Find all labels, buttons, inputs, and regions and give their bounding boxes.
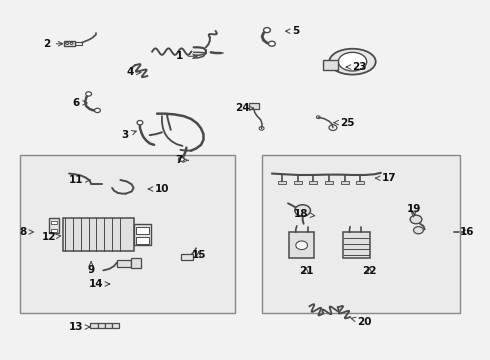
Bar — [136, 226, 149, 234]
Bar — [131, 258, 142, 268]
Ellipse shape — [329, 49, 376, 75]
Bar — [289, 232, 315, 258]
Bar — [64, 41, 75, 46]
Bar — [50, 229, 57, 231]
Text: 19: 19 — [406, 204, 421, 217]
Text: 7: 7 — [175, 155, 188, 165]
Bar — [105, 323, 112, 328]
Text: 18: 18 — [294, 209, 315, 219]
Bar — [136, 237, 149, 244]
Text: 2: 2 — [44, 39, 63, 49]
Bar — [278, 181, 286, 184]
Text: 23: 23 — [346, 62, 367, 72]
Bar — [49, 218, 59, 233]
Bar — [325, 181, 333, 184]
Text: 13: 13 — [69, 322, 90, 332]
Bar — [75, 41, 82, 45]
Text: 21: 21 — [299, 266, 313, 276]
Text: 6: 6 — [73, 98, 87, 108]
Circle shape — [86, 92, 92, 96]
Bar — [112, 323, 119, 328]
Circle shape — [137, 121, 143, 125]
Text: 11: 11 — [69, 175, 90, 185]
Bar — [50, 221, 57, 224]
Circle shape — [269, 41, 275, 46]
Circle shape — [178, 157, 184, 161]
Ellipse shape — [338, 52, 367, 71]
Circle shape — [296, 241, 308, 249]
Circle shape — [410, 215, 422, 224]
Text: 16: 16 — [460, 227, 475, 237]
Circle shape — [295, 205, 311, 216]
Bar — [134, 225, 151, 245]
Bar — [341, 181, 348, 184]
Text: 5: 5 — [286, 26, 300, 36]
Circle shape — [414, 226, 423, 234]
Text: 14: 14 — [89, 279, 110, 289]
Bar — [117, 260, 131, 267]
Bar — [98, 323, 105, 328]
Text: 10: 10 — [148, 184, 169, 194]
Bar — [262, 155, 460, 313]
Text: 22: 22 — [362, 266, 377, 276]
Text: 24: 24 — [235, 103, 254, 113]
Text: 17: 17 — [375, 173, 396, 183]
Circle shape — [95, 108, 100, 113]
Bar — [63, 218, 134, 251]
Text: 15: 15 — [191, 250, 206, 260]
Bar — [294, 181, 302, 184]
Bar — [310, 181, 318, 184]
Text: 3: 3 — [122, 130, 136, 140]
Text: 8: 8 — [19, 227, 33, 237]
Text: 1: 1 — [175, 51, 197, 61]
Text: 20: 20 — [351, 317, 372, 327]
Bar — [356, 181, 364, 184]
Text: 12: 12 — [42, 232, 61, 242]
Bar — [249, 103, 259, 109]
Bar — [343, 232, 369, 258]
Text: 9: 9 — [88, 262, 95, 275]
Text: 25: 25 — [334, 118, 355, 128]
Bar — [90, 323, 98, 328]
Text: 4: 4 — [126, 67, 141, 77]
Bar — [323, 59, 338, 69]
Bar — [20, 155, 235, 313]
Bar — [180, 254, 193, 260]
Circle shape — [264, 28, 270, 33]
